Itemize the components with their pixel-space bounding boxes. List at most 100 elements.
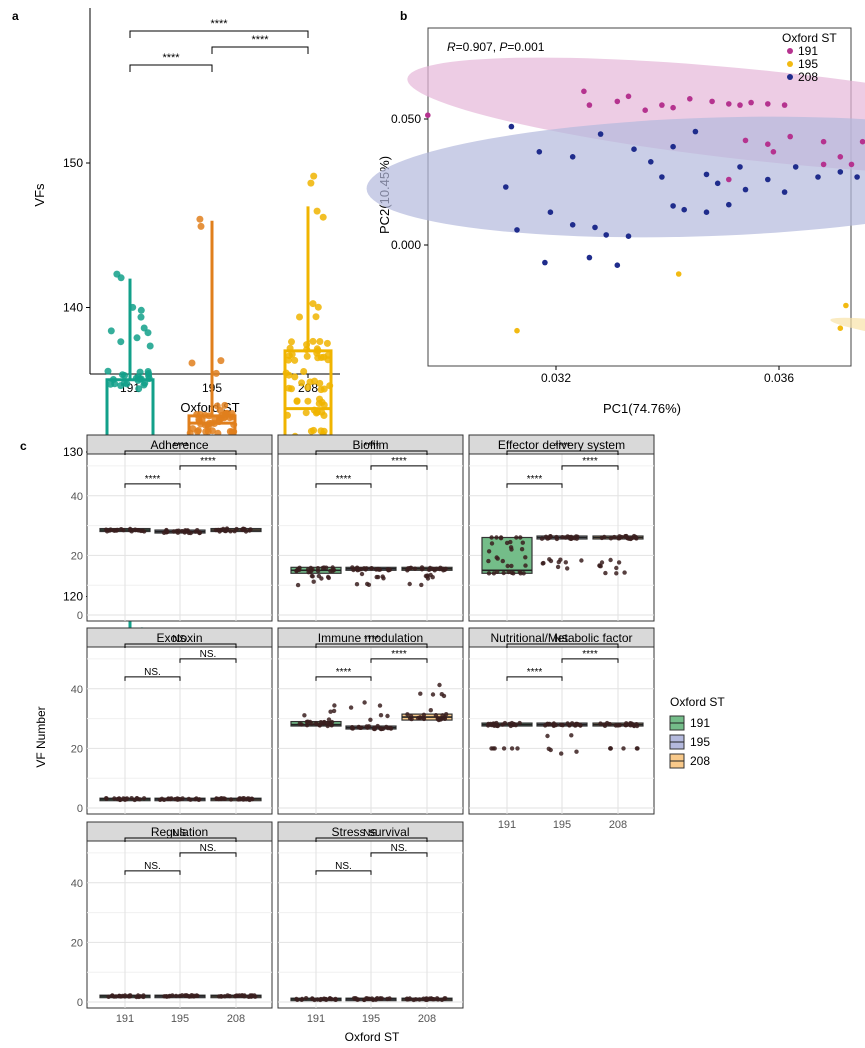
facet-sig-bracket [370,658,428,663]
facet-sig-label: NS. [172,634,189,645]
facet-point [411,997,416,1003]
facet-title: Effector delivery system [498,438,625,452]
panel-b-point [854,174,860,180]
facet-point [326,721,331,727]
panel-b-point [703,171,710,178]
p-value: =0.001 [507,40,544,54]
panel-b-point [737,164,743,170]
panel-a-point [284,356,292,364]
facet-point [407,716,413,721]
panel-a-point [133,334,141,342]
panel-b-point [508,123,515,130]
facet-sig-bracket [179,852,237,857]
facet-point [440,713,445,718]
facet-point [498,535,504,540]
facet-point [350,565,355,570]
facet-point [622,570,627,575]
facet-point [224,527,230,532]
facet-point [299,997,304,1002]
panel-a-point [309,300,317,308]
facet-point [541,560,546,566]
facet-strip [468,627,655,648]
facet-point [133,527,138,532]
panel-a-sig-label: **** [162,52,180,64]
panel-a-point [313,408,321,416]
facet-point [505,563,510,569]
facet-point [330,565,335,570]
panel-b-point [781,189,788,195]
facet-point [186,993,191,999]
facet-point [141,796,147,801]
facet-sig-label: **** [582,649,598,660]
panel-a-point [216,407,224,414]
facet-title: Regulation [151,825,208,839]
facet-point [331,708,337,714]
facet-sig-bracket [370,852,428,857]
facet-point [247,797,252,803]
facet-sig-label: **** [527,667,543,678]
panel-a-ytick-label: 130 [63,445,83,459]
panel-b-point [597,131,604,137]
panel-b-point [770,149,777,155]
panel-b-legend-key [787,61,793,67]
facet-point [369,566,374,571]
panel-a-point [291,356,299,364]
panel-b-xtick-label: 0.036 [764,371,794,385]
facet-sig-label: **** [336,474,352,485]
facet-xtick-label: 195 [171,1013,189,1025]
facet-point [239,993,245,998]
panel-b-ellipse [407,57,865,176]
facet-sig-bracket [315,450,428,456]
facet-sig-label: **** [391,649,407,660]
facet-point [419,582,424,588]
facet-sig-bracket [370,465,428,470]
panel-a-point [293,397,301,405]
panel-a-point [113,270,121,278]
facet-point [351,996,357,1001]
facet-point [621,746,626,751]
r-value: =0.907, [456,40,500,54]
panel-b-point [503,184,509,190]
panel-b-point [642,107,648,113]
panel-a-point [309,337,317,345]
facet-point [221,526,226,532]
facet-point [373,997,378,1002]
facet-point [303,996,309,1001]
facet-point [328,709,333,714]
facet-point [113,994,119,999]
panel-b-point [726,201,732,208]
panel-b-point [625,233,632,239]
facet-point [407,581,412,587]
facet-point [514,535,519,540]
facet-point [429,996,434,1001]
facet-point [228,797,234,802]
facet-point [134,796,140,801]
facet-point [193,529,198,534]
facet-point [294,568,299,573]
panel-a-point [291,373,299,381]
facet-strip [86,821,273,842]
facet-point [299,722,304,727]
panel-b-point [586,102,593,108]
panel-b-point [765,101,771,107]
facet-point [486,549,492,554]
panel-b-point [737,102,743,108]
facet-sig-label: **** [555,441,571,452]
panel-a-point [107,380,115,388]
panel-a-sig-bracket [211,46,309,54]
panel-a-point [312,313,320,321]
facet-point [375,574,381,580]
facet-sig-bracket [506,483,563,488]
panel-b-point [569,222,576,228]
facet-point [607,721,612,727]
facet-point [103,527,109,532]
panel-a-point [296,313,303,321]
panel-a-point [320,412,328,419]
facet-point [359,725,364,730]
facet-strip [86,627,273,648]
panel-b-point [714,180,721,187]
facet-point [385,713,390,719]
facet-xtick-label: 208 [418,1013,436,1025]
facet-point [378,996,383,1001]
facet-point [491,721,497,726]
